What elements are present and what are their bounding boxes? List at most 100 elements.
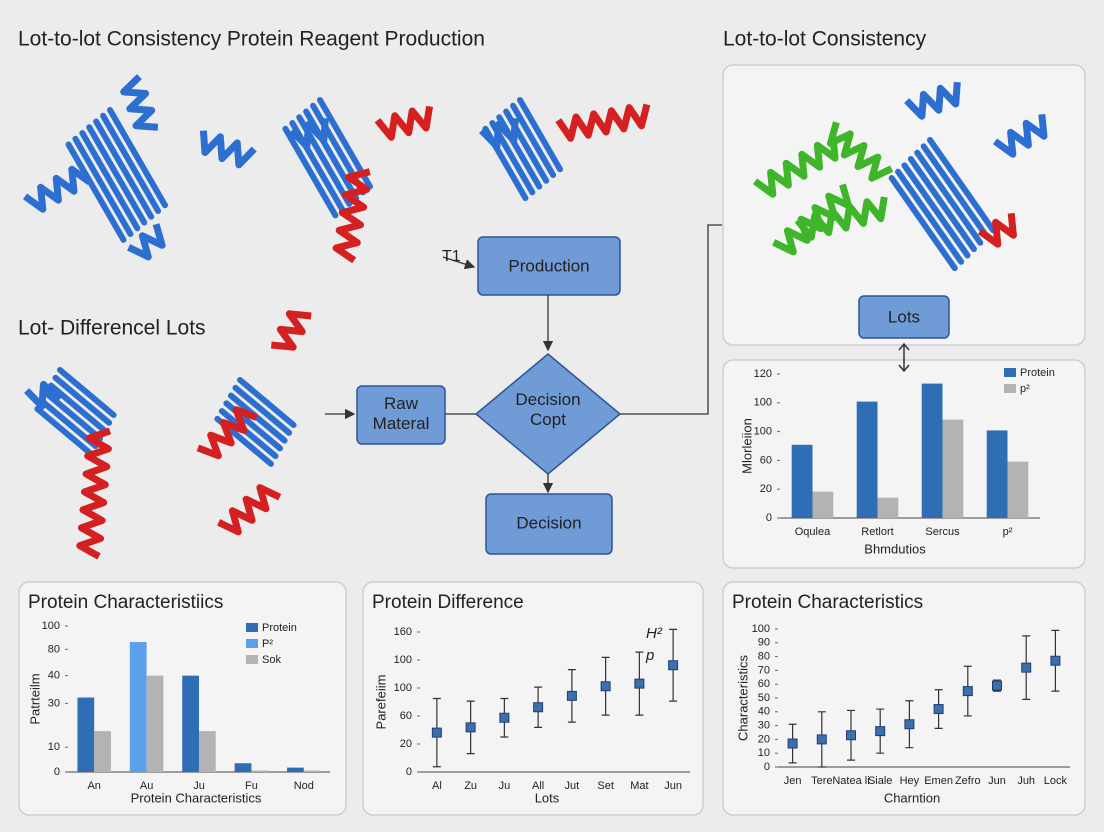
y-tick-label: 100 — [754, 397, 772, 409]
x-tick-label: Oqulea — [795, 526, 831, 538]
x-tick-label: Zu — [464, 780, 477, 792]
bar — [234, 763, 252, 772]
beta-strand — [227, 392, 288, 444]
legend-label: Protein — [262, 622, 297, 634]
y-axis-label: Mlorleiion — [739, 418, 754, 474]
helix — [752, 135, 839, 198]
point — [431, 727, 442, 738]
beta-strand — [34, 405, 94, 457]
chart-title: Protein Characteristics — [732, 592, 923, 613]
arrow — [442, 256, 476, 270]
beta-strand — [517, 97, 563, 173]
bar — [94, 731, 111, 772]
flow-node — [858, 295, 950, 339]
x-tick-label: Natea li — [832, 775, 869, 787]
x-tick-label: Retlort — [861, 526, 893, 538]
beta-strand — [888, 175, 958, 272]
point — [904, 719, 915, 730]
point — [634, 678, 645, 689]
x-tick-label: Tere — [811, 775, 832, 787]
y-tick-label: 60 — [400, 710, 412, 722]
bar — [251, 770, 269, 772]
y-tick-label: 60 — [758, 678, 770, 690]
beta-strand — [927, 137, 997, 234]
y-tick-label: 50 — [758, 692, 770, 704]
x-tick-label: Ju — [499, 780, 511, 792]
legend-label: Protein — [1020, 367, 1055, 379]
y-tick-label: 120 — [754, 368, 772, 380]
helix — [289, 118, 329, 150]
point — [465, 722, 476, 733]
x-tick-label: All — [532, 780, 544, 792]
helix — [24, 380, 62, 410]
point — [992, 680, 1002, 691]
bar — [986, 430, 1008, 518]
helix — [127, 223, 166, 261]
protein-illustrations — [22, 74, 1048, 560]
y-tick-label: 40 — [48, 670, 60, 682]
legend-label: p² — [1020, 383, 1030, 395]
flow-node-label: Decision — [516, 513, 581, 532]
right-title: Lot-to-lot Consistency — [723, 28, 927, 51]
input-label: T1 — [442, 248, 461, 265]
y-tick-label: 0 — [54, 766, 60, 778]
y-tick-label: 80 — [758, 651, 770, 663]
flow-node — [477, 236, 621, 296]
x-tick-label: Juh — [1017, 775, 1035, 787]
bar — [921, 383, 943, 518]
helix — [217, 484, 282, 536]
point — [816, 734, 827, 745]
x-tick-label: Au — [140, 780, 153, 792]
y-tick-label: 20 — [400, 738, 412, 750]
x-tick-label: Jen — [784, 775, 802, 787]
flow-node — [356, 385, 446, 445]
y-tick-label: 10 — [48, 741, 60, 753]
chart-title: Protein Difference — [372, 592, 524, 613]
helix — [270, 310, 312, 351]
beta-strand — [93, 118, 155, 220]
point — [875, 726, 886, 737]
beta-strand — [79, 130, 141, 232]
beta-strand — [86, 124, 148, 226]
x-tick-label: Jun — [664, 780, 682, 792]
y-tick-label: 10 — [758, 747, 770, 759]
beta-strand — [237, 377, 297, 428]
beta-strand — [47, 382, 108, 434]
x-tick-label: Nod — [294, 780, 314, 792]
beta-strand — [100, 112, 162, 215]
beta-strand — [65, 141, 127, 243]
x-tick-label: Jut — [565, 780, 580, 792]
bar — [199, 731, 216, 772]
point — [1050, 655, 1061, 666]
helix — [827, 121, 894, 182]
helix — [992, 113, 1048, 158]
beta-strand — [72, 135, 134, 238]
bar — [812, 491, 834, 518]
point — [787, 738, 798, 749]
y-tick-label: 0 — [766, 512, 772, 524]
panel — [362, 581, 704, 816]
beta-strand — [907, 156, 977, 253]
bar — [303, 770, 321, 772]
y-tick-label: 100 — [394, 682, 412, 694]
chart-title: Protein Characteristiics — [28, 592, 223, 613]
point — [668, 660, 679, 671]
y-tick-label: 20 — [758, 733, 770, 745]
legend-swatch — [246, 639, 258, 648]
x-axis-label: Charntion — [884, 790, 940, 805]
helix — [479, 118, 519, 150]
panel — [722, 581, 1086, 816]
x-tick-label: Lock — [1044, 775, 1068, 787]
helix — [794, 196, 888, 241]
helix — [22, 165, 92, 213]
bar — [942, 419, 964, 518]
helix — [199, 130, 257, 169]
helix — [772, 183, 852, 256]
y-tick-label: 160 — [394, 626, 412, 638]
x-tick-label: Al — [432, 780, 442, 792]
y-axis-label: Patrteilm — [27, 673, 42, 724]
beta-strand — [282, 125, 339, 219]
bar — [129, 642, 147, 772]
y-tick-label: 60 — [760, 454, 772, 466]
